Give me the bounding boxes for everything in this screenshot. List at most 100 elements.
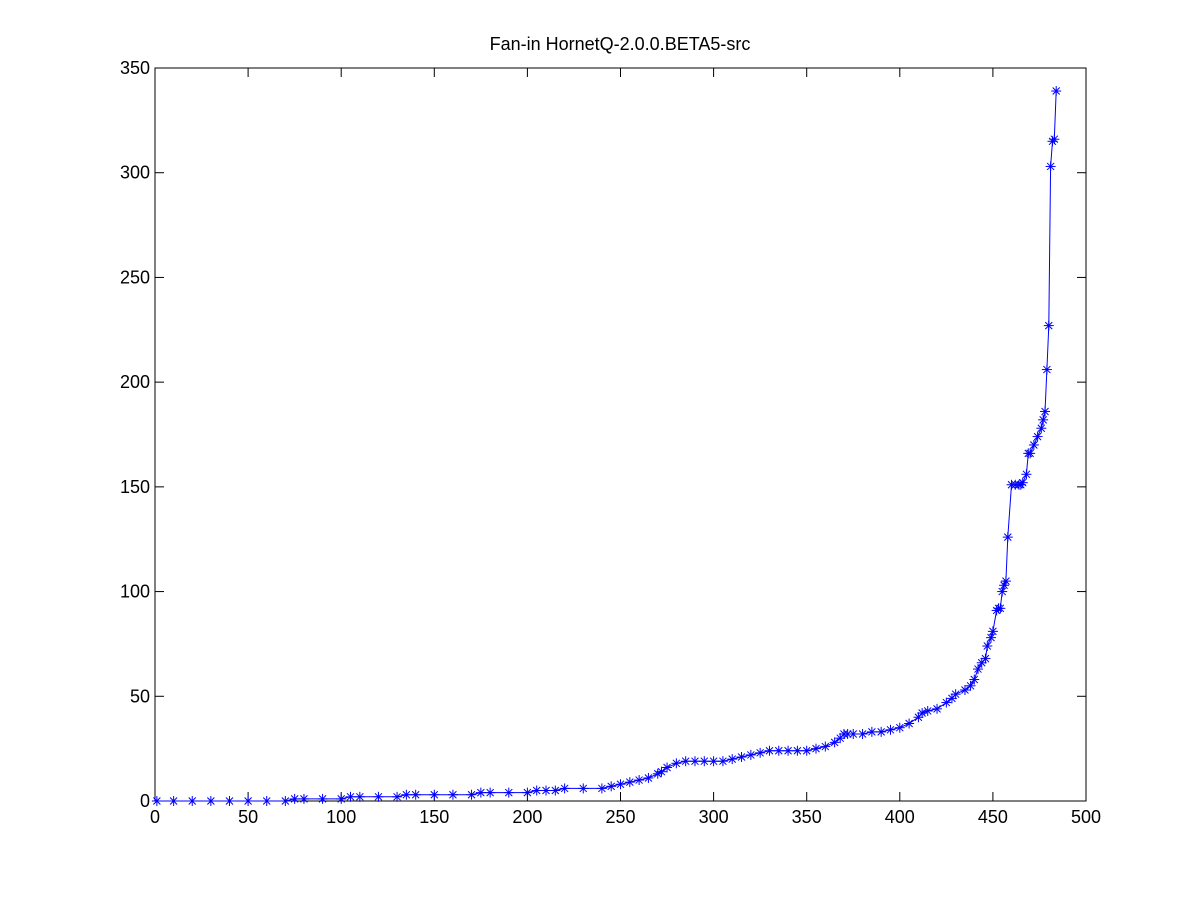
y-tick-label: 0 (140, 791, 150, 811)
data-point (1043, 320, 1054, 331)
data-point (997, 586, 1008, 597)
data-point (643, 772, 654, 783)
data-point (392, 791, 403, 802)
data-point (941, 697, 952, 708)
data-point (894, 722, 905, 733)
data-point (1028, 439, 1039, 450)
data-point (829, 737, 840, 748)
data-point (755, 747, 766, 758)
y-tick-label: 50 (130, 686, 150, 706)
data-point (1045, 161, 1056, 172)
data-point (995, 603, 1006, 614)
data-point (354, 791, 365, 802)
data-point (187, 796, 198, 806)
data-point (980, 653, 991, 664)
data-point (885, 724, 896, 735)
data-point (485, 787, 496, 798)
y-axis: 0 50 100 150 200 250 300 350 (120, 58, 1086, 811)
data-series (151, 86, 1062, 806)
data-point (1002, 532, 1013, 543)
plot-area (154, 67, 1087, 802)
y-tick-label: 100 (120, 582, 150, 602)
x-tick-label: 200 (512, 807, 542, 827)
data-point (1038, 414, 1049, 425)
data-point (848, 728, 859, 739)
data-point (969, 674, 980, 685)
data-point (531, 785, 542, 796)
data-point (634, 775, 645, 786)
x-tick-label: 0 (150, 807, 160, 827)
data-point (699, 756, 710, 767)
data-point (447, 789, 458, 800)
data-point (987, 626, 998, 637)
data-point (289, 793, 300, 804)
x-tick-label: 400 (885, 807, 915, 827)
data-point (866, 726, 877, 737)
data-point (801, 745, 812, 756)
data-point (410, 789, 421, 800)
data-point (541, 785, 552, 796)
data-point (973, 664, 984, 675)
data-point (783, 745, 794, 756)
data-point (522, 787, 533, 798)
data-point (475, 787, 486, 798)
data-point (965, 680, 976, 691)
x-tick-label: 500 (1071, 807, 1101, 827)
data-point (773, 745, 784, 756)
data-point (336, 793, 347, 804)
data-point (168, 796, 179, 806)
data-point (689, 756, 700, 767)
data-point (615, 779, 626, 790)
data-point (727, 754, 738, 765)
data-point (224, 796, 235, 806)
data-point (950, 689, 961, 700)
data-point (656, 766, 667, 777)
data-point (606, 781, 617, 792)
y-tick-label: 200 (120, 372, 150, 392)
data-point (1032, 431, 1043, 442)
x-axis: 0 50 100 150 200 250 300 350 400 450 500 (150, 68, 1101, 827)
data-point (811, 743, 822, 754)
data-point (205, 796, 216, 806)
data-point (820, 741, 831, 752)
data-point (876, 726, 887, 737)
y-tick-label: 150 (120, 477, 150, 497)
data-point (1000, 576, 1011, 587)
data-point (243, 796, 254, 806)
data-point (429, 789, 440, 800)
data-point (624, 777, 635, 788)
data-point (345, 791, 356, 802)
data-point (401, 789, 412, 800)
chart-title: Fan-in HornetQ-2.0.0.BETA5-src (490, 34, 751, 54)
data-point (999, 580, 1010, 591)
data-point (717, 756, 728, 767)
data-point (792, 745, 803, 756)
x-tick-label: 100 (326, 807, 356, 827)
data-point (745, 749, 756, 760)
data-point (317, 793, 328, 804)
data-point (503, 787, 514, 798)
x-tick-label: 300 (699, 807, 729, 827)
data-point (708, 756, 719, 767)
data-point (680, 756, 691, 767)
data-point (736, 752, 747, 763)
data-point (764, 745, 775, 756)
data-point (982, 641, 993, 652)
data-point (1036, 423, 1047, 434)
data-point (932, 703, 943, 714)
data-point (151, 796, 162, 806)
data-point (373, 791, 384, 802)
x-tick-label: 250 (605, 807, 635, 827)
data-point (1040, 406, 1051, 417)
data-point (662, 762, 673, 773)
y-tick-label: 250 (120, 267, 150, 287)
data-point (1049, 134, 1060, 145)
data-point (559, 783, 570, 794)
data-point (904, 718, 915, 729)
x-tick-label: 150 (419, 807, 449, 827)
x-tick-label: 450 (978, 807, 1008, 827)
data-point (1025, 448, 1036, 459)
data-point (280, 796, 291, 806)
data-point (1051, 86, 1062, 97)
